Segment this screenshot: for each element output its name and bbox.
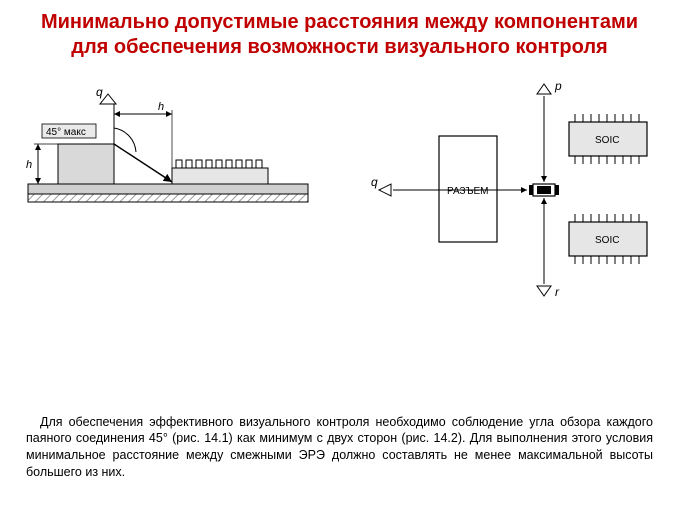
soic-top: SOIC bbox=[569, 114, 647, 164]
figure-left: q 45° макс h h bbox=[18, 74, 318, 224]
eye-q-icon-right bbox=[379, 184, 391, 196]
eye-p-icon bbox=[537, 84, 551, 94]
label-soic-bottom: SOIC bbox=[595, 235, 619, 246]
soic-bottom: SOIC bbox=[569, 214, 647, 264]
label-q: q bbox=[96, 85, 103, 99]
label-r: r bbox=[555, 285, 560, 299]
label-h-height: h bbox=[26, 159, 32, 171]
label-soic-top: SOIC bbox=[595, 135, 619, 146]
body-paragraph: Для обеспечения эффективного визуального… bbox=[26, 414, 653, 482]
label-p: p bbox=[554, 79, 562, 93]
label-connector: РАЗЪЕМ bbox=[447, 186, 489, 197]
page-title: Минимально допустимые расстояния между к… bbox=[0, 0, 679, 66]
eye-r-icon bbox=[537, 286, 551, 296]
label-angle: 45° макс bbox=[46, 127, 86, 138]
figure-row: q 45° макс h h РАЗЪЕМ bbox=[0, 74, 679, 304]
figure-right: РАЗЪЕМ SOIC bbox=[361, 74, 661, 304]
label-h-span: h bbox=[158, 101, 164, 113]
label-q-right: q bbox=[371, 175, 378, 189]
